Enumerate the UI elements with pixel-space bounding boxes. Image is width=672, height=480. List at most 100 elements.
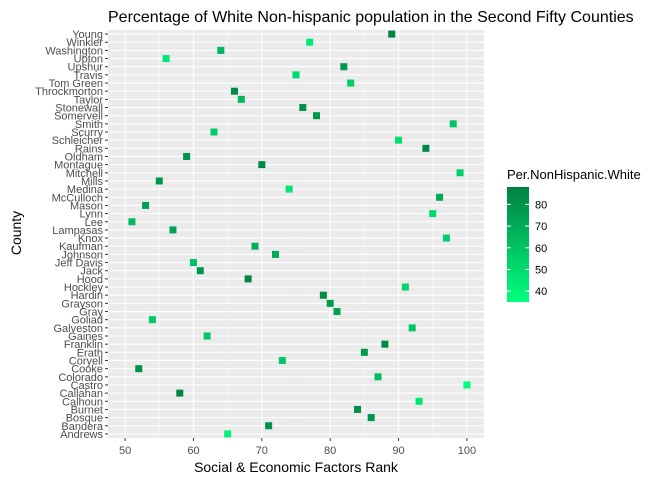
data-point (237, 95, 245, 103)
y-tick-label: Mason (70, 200, 103, 212)
data-point (333, 308, 341, 316)
x-tick-label: 60 (187, 445, 199, 457)
data-point (442, 234, 450, 242)
y-tick-label: Lynn (80, 209, 103, 221)
x-tick-label: 80 (324, 445, 336, 457)
data-point (196, 267, 204, 275)
chart-title: Percentage of White Non-hispanic populat… (108, 9, 634, 26)
y-tick-label: Callahan (60, 388, 103, 400)
y-tick-label: Washington (45, 45, 103, 57)
x-axis-title: Social & Economic Factors Rank (194, 459, 399, 475)
data-point (299, 104, 307, 112)
y-tick-label: Upshur (68, 62, 104, 74)
data-point (128, 218, 136, 226)
y-tick-label: Mills (81, 176, 103, 188)
data-point (162, 55, 170, 63)
data-point (319, 291, 327, 299)
y-tick-label: Hockley (64, 282, 104, 294)
legend-tick-label: 60 (535, 243, 547, 255)
data-point (230, 87, 238, 95)
y-tick-label: Erath (77, 347, 103, 359)
data-point (251, 242, 259, 250)
data-point (258, 161, 266, 169)
data-point (313, 112, 321, 120)
x-axis-ticks: 50 60 70 80 90 100 (119, 438, 476, 457)
data-point (381, 340, 389, 348)
y-tick-label: Hardin (71, 290, 103, 302)
y-tick-label: Lee (85, 217, 103, 229)
data-point (271, 250, 279, 258)
data-point (169, 226, 177, 234)
data-point (203, 332, 211, 340)
y-tick-label: Galveston (53, 323, 103, 335)
legend-title: Per.NonHispanic.White (507, 167, 641, 182)
data-point (415, 397, 423, 405)
y-tick-label: Jeff Davis (55, 258, 104, 270)
x-tick-label: 100 (458, 445, 476, 457)
y-tick-label: Calhoun (62, 396, 103, 408)
y-tick-label: Burnet (71, 404, 103, 416)
data-point (148, 316, 156, 324)
y-tick-label: Oldham (64, 151, 103, 163)
y-tick-label: Knox (78, 233, 104, 245)
y-tick-label: Stonewall (55, 103, 103, 115)
y-tick-label: Goliad (71, 315, 103, 327)
data-point (374, 373, 382, 381)
y-tick-label: Smith (75, 119, 103, 131)
data-point (367, 414, 375, 422)
data-point (456, 169, 464, 177)
x-tick-label: 50 (119, 445, 131, 457)
data-point (463, 381, 471, 389)
data-point (292, 71, 300, 79)
data-point (244, 275, 252, 283)
y-tick-label: Scurry (71, 127, 103, 139)
y-tick-label: Montague (54, 160, 103, 172)
legend-tick-label: 40 (535, 286, 547, 298)
data-point (155, 177, 163, 185)
y-axis-ticks: AndrewsBanderaBosqueBurnetCalhounCallaha… (35, 29, 108, 441)
y-tick-label: Bosque (66, 413, 103, 425)
data-point (278, 356, 286, 364)
data-point (449, 120, 457, 128)
y-tick-label: Schleicher (52, 135, 104, 147)
y-tick-label: Upton (74, 54, 103, 66)
data-point (224, 430, 232, 438)
data-point (142, 201, 150, 209)
y-tick-label: Franklin (64, 339, 103, 351)
data-point (340, 63, 348, 71)
data-point (360, 348, 368, 356)
y-tick-label: Coryell (69, 355, 103, 367)
y-tick-label: McCulloch (52, 192, 103, 204)
data-point (326, 299, 334, 307)
y-tick-label: Taylor (74, 94, 104, 106)
data-point (285, 185, 293, 193)
data-point (183, 152, 191, 160)
data-point (265, 422, 273, 430)
grid-lines (108, 30, 484, 438)
y-tick-label: Johnson (61, 249, 103, 261)
data-point (422, 144, 430, 152)
data-point (347, 79, 355, 87)
y-tick-label: Somervell (54, 111, 103, 123)
data-point (217, 46, 225, 54)
y-tick-label: Grayson (61, 298, 103, 310)
data-point (354, 405, 362, 413)
data-point (429, 210, 437, 218)
y-axis-title: County (8, 211, 24, 255)
y-tick-label: Cooke (71, 364, 103, 376)
data-point (408, 324, 416, 332)
y-tick-label: Hood (77, 274, 103, 286)
y-tick-label: Bandera (61, 421, 103, 433)
legend-tick-label: 50 (535, 264, 547, 276)
data-point (395, 136, 403, 144)
legend-ticks: 40 50 60 70 80 (507, 199, 547, 298)
y-tick-label: Gaines (68, 331, 103, 343)
y-tick-label: Castro (71, 380, 103, 392)
legend-colorbar (507, 187, 529, 302)
data-point (189, 259, 197, 267)
data-points (128, 30, 471, 438)
legend-tick-label: 80 (535, 199, 547, 211)
data-point (388, 30, 396, 38)
y-tick-label: Mitchell (66, 168, 103, 180)
